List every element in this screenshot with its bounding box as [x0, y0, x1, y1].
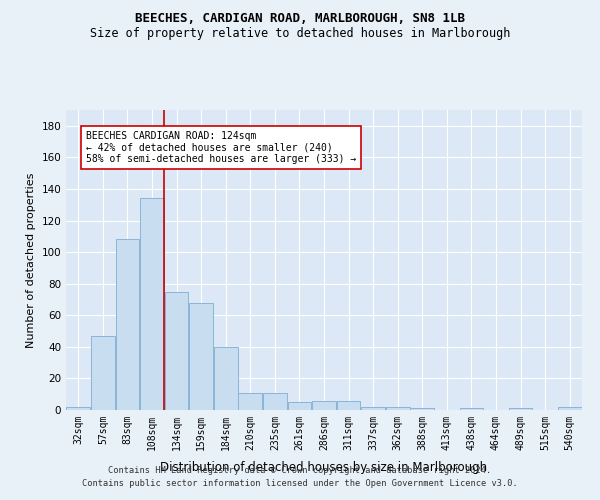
- Bar: [337, 400, 361, 410]
- Bar: [238, 392, 262, 410]
- Bar: [91, 336, 115, 410]
- Bar: [312, 400, 336, 410]
- Text: BEECHES CARDIGAN ROAD: 124sqm
← 42% of detached houses are smaller (240)
58% of : BEECHES CARDIGAN ROAD: 124sqm ← 42% of d…: [86, 130, 356, 164]
- Bar: [189, 302, 213, 410]
- Y-axis label: Number of detached properties: Number of detached properties: [26, 172, 36, 348]
- Bar: [164, 292, 188, 410]
- Bar: [460, 408, 484, 410]
- X-axis label: Distribution of detached houses by size in Marlborough: Distribution of detached houses by size …: [160, 461, 488, 474]
- Bar: [140, 198, 164, 410]
- Bar: [116, 240, 139, 410]
- Bar: [558, 407, 581, 410]
- Bar: [386, 407, 410, 410]
- Bar: [509, 408, 532, 410]
- Bar: [67, 407, 90, 410]
- Bar: [361, 407, 385, 410]
- Text: Contains HM Land Registry data © Crown copyright and database right 2024.
Contai: Contains HM Land Registry data © Crown c…: [82, 466, 518, 487]
- Bar: [263, 392, 287, 410]
- Bar: [214, 347, 238, 410]
- Bar: [410, 408, 434, 410]
- Bar: [287, 402, 311, 410]
- Text: BEECHES, CARDIGAN ROAD, MARLBOROUGH, SN8 1LB: BEECHES, CARDIGAN ROAD, MARLBOROUGH, SN8…: [135, 12, 465, 26]
- Text: Size of property relative to detached houses in Marlborough: Size of property relative to detached ho…: [90, 28, 510, 40]
